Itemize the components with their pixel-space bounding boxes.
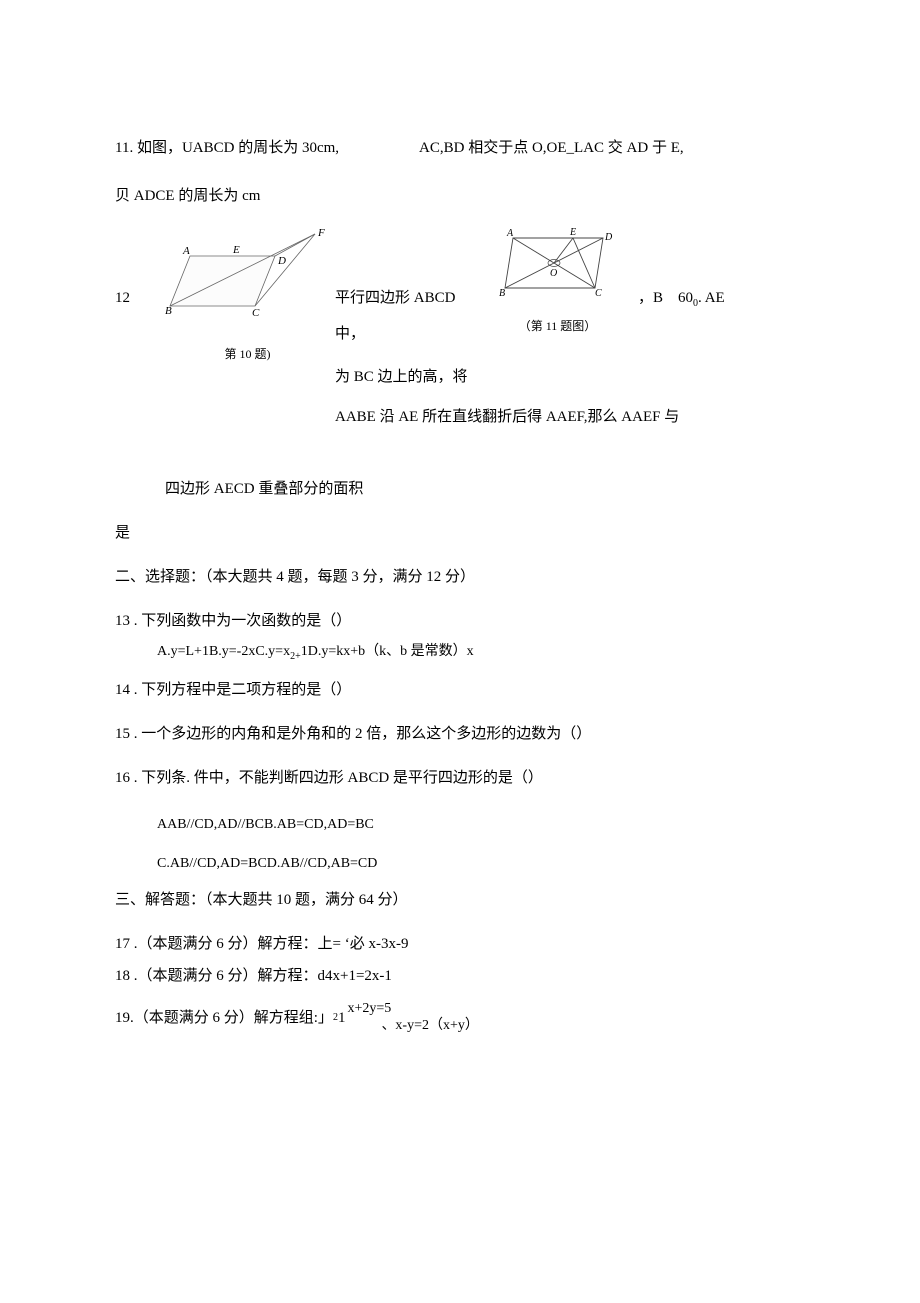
section-3-header: 三、解答题：（本大题共 10 题，满分 64 分） [115,882,820,918]
label-A2: A [506,228,514,239]
q16-stem: 16 . 下列条. 件中，不能判断四边形 ABCD 是平行四边形的是（） [115,760,820,796]
q19-top: x+2y=5 [347,1001,478,1018]
q12-right1-tail: . AE [698,290,725,306]
label-D: D [277,255,286,267]
q19-lead: 19.（本题满分 6 分）解方程组: [115,1000,318,1036]
label-A: A [182,245,190,257]
q19-mid-tail: 1 [338,1000,346,1036]
section-2-header: 二、选择题：（本大题共 4 题，每题 3 分，满分 12 分） [115,559,820,595]
label-C2: C [595,288,602,298]
q12-right1: ，B 60 [638,290,693,306]
q13-stem: 13 . 下列函数中为一次函数的是（） [115,603,820,639]
q16-opt1: AAB//CD,AD//BCB.AB=CD,AD=BC [115,814,820,835]
q12-mid2: 为 BC 边上的高，将 [335,359,468,395]
q19-mid: 」 [318,1000,333,1036]
q11-line1a: 11. 如图，UABCD 的周长为 30cm, [115,130,339,166]
q11-line2: 贝 ADCE 的周长为 cm [115,178,820,214]
label-B: B [165,305,172,317]
label-F: F [317,227,325,239]
q13-opts-tail: 1D.y=kx+b（k、b 是常数）x [301,644,474,659]
q12-line5: 是 [115,515,820,551]
q13-opts-sub: 2+ [290,651,301,662]
q17: 17 .（本题满分 6 分）解方程：上= ‘必 x-3x-9 [115,926,820,962]
q18: 18 .（本题满分 6 分）解方程：d4x+1=2x-1 [115,958,820,994]
label-D2: D [604,232,613,243]
label-B2: B [499,288,505,298]
q19-bot: 、x-y=2（x+y） [347,1018,478,1035]
q14: 14 . 下列方程中是二项方程的是（） [115,672,820,708]
figure-11-caption: （第 11 题图） [485,312,630,341]
label-E2: E [569,227,576,238]
figure-11: A B C D E O （第 11 题图） [485,226,630,341]
figure-10: A B C D E F 第 10 题) [160,226,335,369]
label-O: O [550,268,557,279]
q12-line4: 四边形 AECD 重叠部分的面积 [115,471,820,507]
q12-line3: AABE 沿 AE 所在直线翻折后得 AAEF,那么 AAEF 与 [115,399,820,435]
q13-opts: A.y=L+1B.y=-2xC.y=x [157,644,290,659]
q11-line1b: AC,BD 相交于点 O,OE_LAC 交 AD 于 E, [419,130,684,166]
q16-opt2: C.AB//CD,AD=BCD.AB//CD,AB=CD [115,853,820,874]
q12-mid1: 平行四边形 ABCD 中， [335,226,485,352]
label-C: C [252,307,260,319]
q15: 15 . 一个多边形的内角和是外角和的 2 倍，那么这个多边形的边数为（） [115,716,820,752]
q12-number: 12 [115,226,160,316]
label-E: E [232,244,240,256]
